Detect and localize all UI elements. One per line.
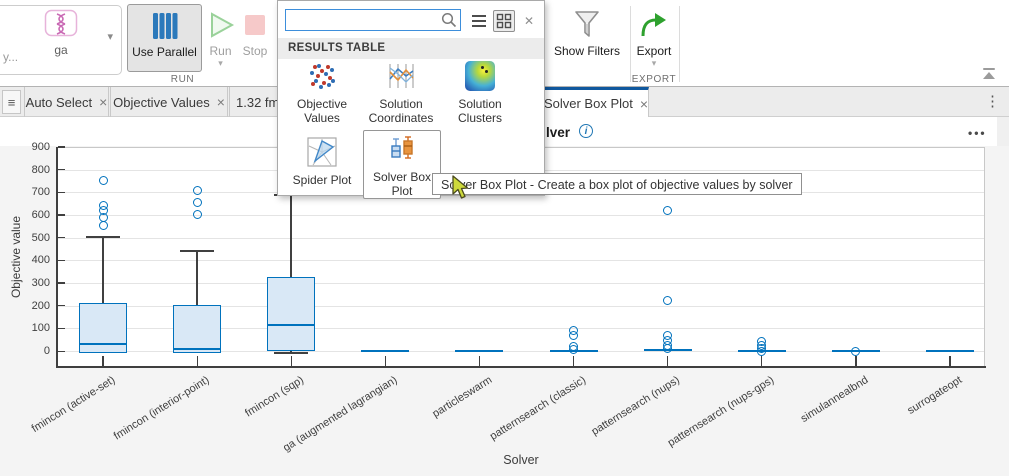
export-caret-icon[interactable]: ▾ xyxy=(651,58,657,68)
dna-icon xyxy=(44,9,78,41)
export-section-label: EXPORT xyxy=(631,74,677,85)
list-view-button[interactable] xyxy=(468,10,490,32)
mouse-cursor xyxy=(451,175,473,206)
stop-label: Stop xyxy=(242,44,268,58)
export-arrow-icon xyxy=(639,8,669,42)
tooltip: Solver Box Plot - Create a box plot of o… xyxy=(432,173,802,195)
gallery-item-objective-values[interactable]: Objective Values xyxy=(280,61,364,125)
parallel-coordinates-icon xyxy=(386,61,416,96)
gallery-item-spider-plot[interactable]: Spider Plot xyxy=(280,137,364,188)
gallery-item-solver-box-plot[interactable]: Solver Box Plot xyxy=(363,130,441,199)
tab-auto-select[interactable]: Auto Select × xyxy=(24,87,109,117)
close-icon[interactable]: × xyxy=(216,94,225,110)
solver-gallery: y... ga ▾ xyxy=(0,5,122,75)
filter-funnel-icon xyxy=(572,8,602,42)
show-filters-label: Show Filters xyxy=(553,44,621,58)
stop-button[interactable]: Stop xyxy=(239,4,271,72)
kebab-menu-icon[interactable]: ⋮ xyxy=(985,93,1000,110)
gallery-item-solution-clusters[interactable]: Solution Clusters xyxy=(438,61,522,125)
export-button[interactable]: Export ▾ xyxy=(632,4,676,72)
gallery-item-label: Solver Box Plot xyxy=(372,170,432,198)
toolbar-divider xyxy=(630,6,631,82)
close-icon[interactable]: × xyxy=(99,94,108,110)
panel-corner xyxy=(997,117,1009,146)
run-icon xyxy=(207,8,235,42)
run-section-label: RUN xyxy=(170,74,195,85)
box-plot-icon xyxy=(387,134,417,169)
run-label: Run xyxy=(209,44,232,58)
parallel-bars-icon xyxy=(150,9,180,43)
close-icon[interactable]: × xyxy=(639,95,649,112)
gallery-item-partial[interactable]: y... xyxy=(3,50,19,64)
tab-solver-box-plot[interactable]: Solver Box Plot × xyxy=(543,87,649,117)
tab-list-button[interactable]: ≡ xyxy=(2,90,21,114)
gallery-item-ga[interactable]: ga xyxy=(41,9,81,57)
search-input[interactable] xyxy=(285,9,461,31)
run-button[interactable]: Run ▾ xyxy=(203,4,238,72)
gallery-item-label: Spider Plot xyxy=(292,173,352,187)
tab-label: Auto Select xyxy=(25,94,93,110)
show-filters-button[interactable]: Show Filters xyxy=(549,4,625,72)
grid-view-button[interactable] xyxy=(493,10,515,32)
stop-icon xyxy=(245,8,265,42)
tab-label: Objective Values xyxy=(113,94,210,110)
toolbar-divider xyxy=(679,6,680,82)
tab-objective-values[interactable]: Objective Values × xyxy=(110,87,228,117)
tab-fmin-partial[interactable]: 1.32 fmin xyxy=(229,87,278,117)
gallery-item-label: Solution Clusters xyxy=(457,97,502,125)
results-table-section-label: RESULTS TABLE xyxy=(278,38,544,59)
export-label: Export xyxy=(636,44,672,58)
use-parallel-label: Use Parallel xyxy=(132,45,197,59)
gallery-expand-icon[interactable]: ▾ xyxy=(107,31,113,43)
chart-title-fragment: lver xyxy=(546,125,571,140)
cluster-dot xyxy=(485,70,488,73)
info-icon[interactable]: i xyxy=(579,124,593,138)
spider-plot-icon xyxy=(307,137,337,172)
gallery-item-solution-coordinates[interactable]: Solution Coordinates xyxy=(359,61,443,125)
run-caret-icon[interactable]: ▾ xyxy=(218,58,223,68)
gallery-item-label: Solution Coordinates xyxy=(368,97,434,125)
close-popup-icon[interactable]: ✕ xyxy=(523,14,535,28)
scatter-plot-icon xyxy=(307,61,337,96)
cluster-dot xyxy=(481,66,484,69)
search-icon xyxy=(441,12,457,33)
plot-gallery-popup: ✕ RESULTS TABLE Objective Values xyxy=(277,0,545,199)
collapse-ribbon-button[interactable] xyxy=(981,67,1001,83)
gallery-item-label: ga xyxy=(54,43,68,57)
gallery-item-label: Objective Values xyxy=(296,97,348,125)
use-parallel-button[interactable]: Use Parallel xyxy=(127,4,202,72)
tab-label: Solver Box Plot xyxy=(543,96,633,111)
panel-options-icon[interactable]: ••• xyxy=(968,126,987,140)
clusters-heatmap-icon xyxy=(465,61,495,91)
tab-label: 1.32 fmin xyxy=(236,94,278,110)
